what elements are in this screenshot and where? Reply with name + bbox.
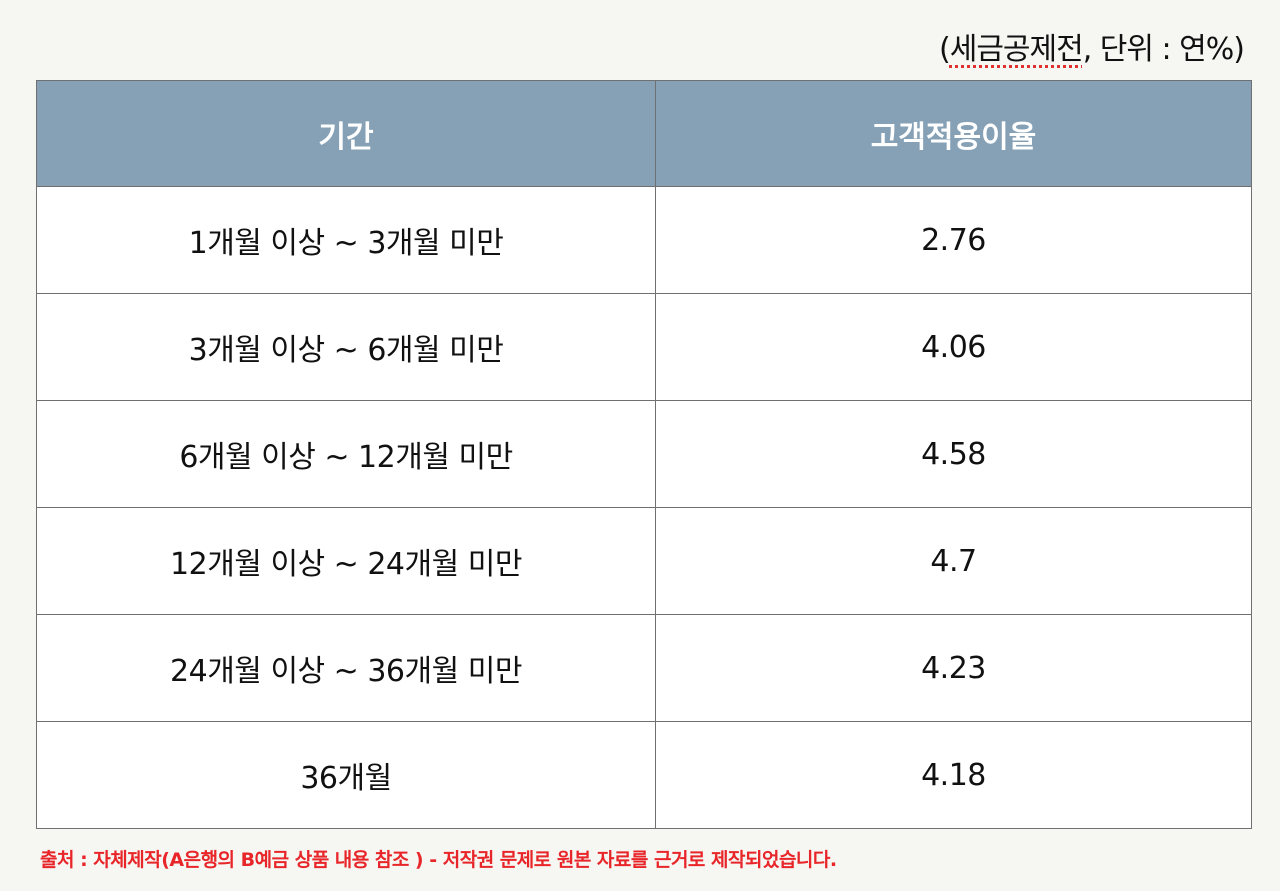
table-row: 6개월 이상 ~ 12개월 미만 4.58	[36, 400, 1252, 508]
table-row: 1개월 이상 ~ 3개월 미만 2.76	[36, 186, 1252, 294]
unit-note-prefix: (	[939, 32, 951, 67]
period-cell: 36개월	[36, 721, 656, 829]
rate-cell: 4.06	[655, 293, 1252, 401]
rate-cell: 4.58	[655, 400, 1252, 508]
period-cell: 12개월 이상 ~ 24개월 미만	[36, 507, 656, 615]
rate-cell: 4.7	[655, 507, 1252, 615]
rate-cell: 2.76	[655, 186, 1252, 294]
header-period: 기간	[36, 80, 656, 187]
header-rate: 고객적용이율	[655, 80, 1252, 187]
table-header-row: 기간 고객적용이율	[36, 80, 1252, 187]
period-cell: 3개월 이상 ~ 6개월 미만	[36, 293, 656, 401]
table-row: 3개월 이상 ~ 6개월 미만 4.06	[36, 293, 1252, 401]
rate-cell: 4.23	[655, 614, 1252, 722]
rate-cell: 4.18	[655, 721, 1252, 829]
unit-note-tax-label: 세금공제전	[949, 32, 1084, 67]
unit-note-rest: , 단위 : 연%)	[1082, 32, 1245, 67]
source-note: 출처 : 자체제작(A은행의 B예금 상품 내용 참조 ) - 저작권 문제로 …	[40, 849, 837, 871]
table-row: 24개월 이상 ~ 36개월 미만 4.23	[36, 614, 1252, 722]
period-cell: 1개월 이상 ~ 3개월 미만	[36, 186, 656, 294]
unit-note: (세금공제전, 단위 : 연%)	[939, 24, 1245, 68]
interest-rate-table: 기간 고객적용이율 1개월 이상 ~ 3개월 미만 2.76 3개월 이상 ~ 6…	[36, 80, 1252, 829]
table-row: 12개월 이상 ~ 24개월 미만 4.7	[36, 507, 1252, 615]
table-row: 36개월 4.18	[36, 721, 1252, 829]
period-cell: 6개월 이상 ~ 12개월 미만	[36, 400, 656, 508]
period-cell: 24개월 이상 ~ 36개월 미만	[36, 614, 656, 722]
